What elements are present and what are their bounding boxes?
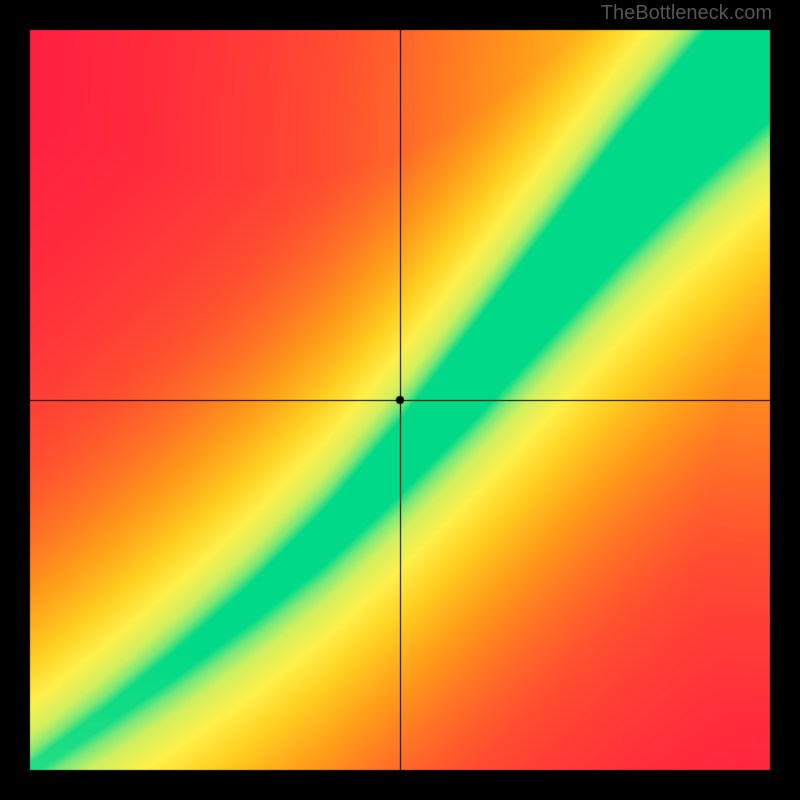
watermark-text: TheBottleneck.com (601, 2, 772, 25)
heatmap-canvas (0, 0, 800, 800)
figure-root: TheBottleneck.com (0, 0, 800, 800)
